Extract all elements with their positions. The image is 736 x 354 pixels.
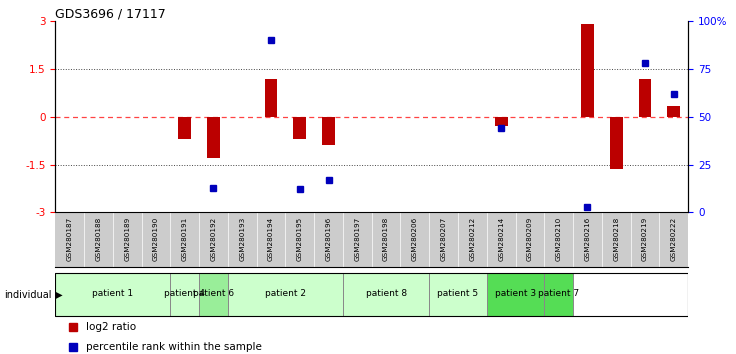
Bar [639,79,651,117]
Bar [178,117,191,139]
Text: GSM280195: GSM280195 [297,217,302,261]
Bar [495,117,508,126]
Text: patient 1: patient 1 [92,289,133,298]
Text: patient 4: patient 4 [164,289,205,298]
Bar [264,79,277,117]
Text: GSM280196: GSM280196 [325,217,331,261]
Text: patient 8: patient 8 [366,289,406,298]
Text: GSM280194: GSM280194 [268,217,274,261]
Text: patient 6: patient 6 [193,289,234,298]
FancyBboxPatch shape [486,273,545,316]
Text: GSM280191: GSM280191 [182,217,188,261]
Text: patient 7: patient 7 [538,289,579,298]
FancyBboxPatch shape [343,273,429,316]
Text: GSM280218: GSM280218 [613,217,619,261]
Text: GSM280189: GSM280189 [124,217,130,261]
Text: GSM280188: GSM280188 [96,217,102,261]
Text: GDS3696 / 17117: GDS3696 / 17117 [55,7,166,20]
Text: log2 ratio: log2 ratio [85,322,136,332]
Text: GSM280210: GSM280210 [556,217,562,261]
Text: GSM280219: GSM280219 [642,217,648,261]
Text: patient 5: patient 5 [437,289,478,298]
FancyBboxPatch shape [55,273,170,316]
FancyBboxPatch shape [429,273,486,316]
Text: GSM280209: GSM280209 [527,217,533,261]
Bar [293,117,306,139]
FancyBboxPatch shape [170,273,199,316]
Text: GSM280214: GSM280214 [498,217,504,261]
Bar [668,105,680,117]
Text: GSM280193: GSM280193 [239,217,245,261]
Text: GSM280187: GSM280187 [66,217,73,261]
FancyBboxPatch shape [545,273,573,316]
Bar [322,117,335,145]
Text: GSM280192: GSM280192 [210,217,216,261]
Text: GSM280212: GSM280212 [470,217,475,261]
Text: patient 2: patient 2 [265,289,306,298]
Text: patient 3: patient 3 [495,289,536,298]
Text: GSM280197: GSM280197 [354,217,361,261]
Text: GSM280190: GSM280190 [153,217,159,261]
Text: GSM280216: GSM280216 [584,217,590,261]
Text: ▶: ▶ [52,290,63,299]
Bar [609,117,623,170]
Text: GSM280222: GSM280222 [670,217,677,261]
Bar [581,24,594,117]
FancyBboxPatch shape [228,273,343,316]
Text: GSM280207: GSM280207 [441,217,447,261]
Text: individual: individual [4,290,52,299]
Text: percentile rank within the sample: percentile rank within the sample [85,342,261,352]
FancyBboxPatch shape [199,273,228,316]
Bar [207,117,220,158]
Text: GSM280198: GSM280198 [383,217,389,261]
Text: GSM280206: GSM280206 [412,217,418,261]
